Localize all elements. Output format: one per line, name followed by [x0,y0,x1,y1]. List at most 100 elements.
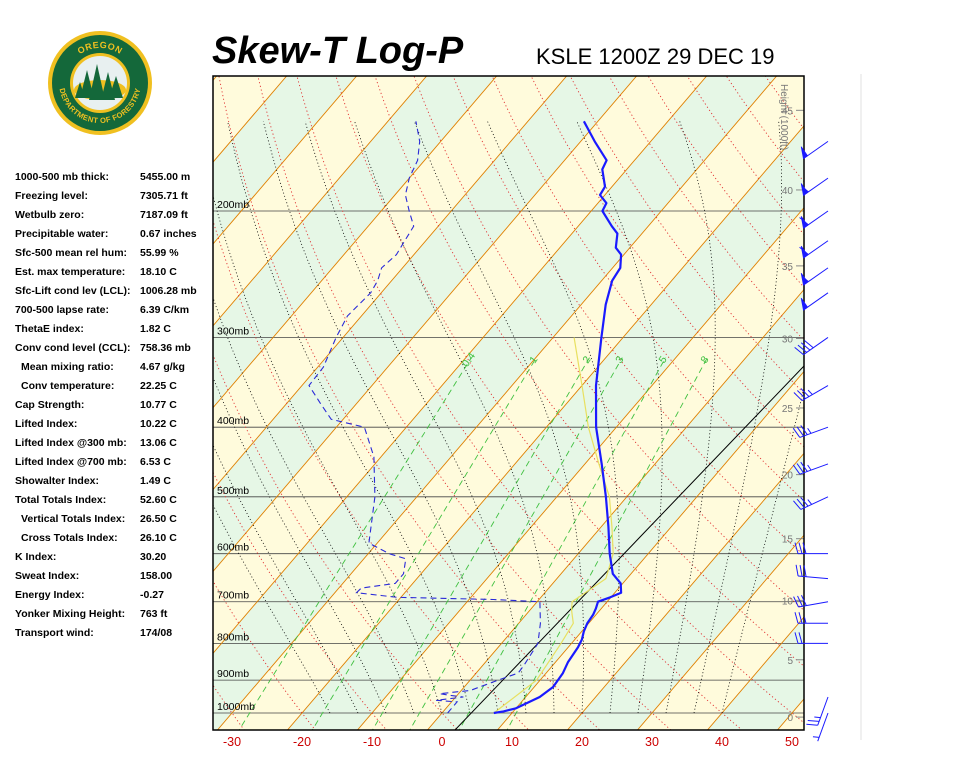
pressure-label: 600mb [217,542,249,554]
sounding-indices-panel: 1000-500 mb thick: 5455.00 m Freezing leve… [15,168,215,643]
station-time-label: KSLE 1200Z 29 DEC 19 [536,44,775,69]
mixing-ratio-line [372,357,590,730]
wind-barb [800,267,829,286]
stat-row: Energy Index: -0.27 [15,586,215,605]
stat-label: Mean mixing ratio: [21,361,114,373]
wind-barb-half-flag [812,736,820,738]
stat-row: Wetbulb zero: 7187.09 ft [15,206,215,225]
mixing-ratio-label: 2 [580,354,593,366]
stat-value: 26.10 C [140,532,177,544]
wind-barb-flag [797,390,806,399]
stat-label: Conv cond level (CCL): [15,342,131,354]
dry-adiabat [374,76,804,667]
stat-label: 700-500 lapse rate: [15,304,109,316]
stat-label: Cross Totals Index: [21,532,118,544]
wind-barb [793,385,829,401]
stat-row: Showalter Index: 1.49 C [15,472,215,491]
stat-label: ThetaE index: [15,323,84,335]
height-tick-label: 40 [782,186,794,197]
stat-label: Sfc-500 mean rel hum: [15,247,128,259]
wind-barb-flag [800,388,810,397]
isotherm-line [426,288,804,730]
height-tick-label: 5 [787,656,793,667]
dry-adiabat [452,76,804,556]
stat-row: Lifted Index @300 mb: 13.06 C [15,434,215,453]
wind-barb-flag [797,595,803,607]
plot-area: 0.4 1 2 3 5 8200mb300mb400mb500mb600mb700mb80… [213,0,960,743]
wind-barb-flag [793,392,803,401]
pressure-label: 200mb [217,199,249,211]
wind-barb-flag [794,542,799,554]
pressure-label: 400mb [217,415,249,427]
wind-barb [800,140,829,160]
height-tick-label: 30 [782,334,794,345]
stat-label: Cap Strength: [15,399,85,411]
stat-value: 1.82 C [140,323,171,335]
moist-adiabat [213,296,415,714]
stat-row: Lifted Index: 10.22 C [15,415,215,434]
mixing-ratio-label: 3 [613,354,626,366]
moist-adiabat [262,121,499,714]
moist-adiabat [354,121,555,713]
stat-label: Lifted Index @700 mb: [15,456,127,468]
dry-adiabat [647,76,804,288]
height-tick-label: 25 [782,404,794,415]
stat-label: Sfc-Lift cond lev (LCL): [15,285,131,297]
stat-row: Transport wind: 174/08 [15,624,215,643]
wind-barb-staff [803,337,829,356]
isotherm-line [213,76,498,409]
x-tick-label: 30 [645,735,659,749]
wind-barb-flag [798,612,803,624]
wind-barb [794,632,828,644]
moist-adiabat [414,121,584,714]
dry-adiabat [213,219,530,730]
isotherm-line [837,0,960,743]
stat-label: Transport wind: [15,627,94,639]
wind-barb-flag [793,596,799,608]
wind-barb-staff [801,385,829,401]
wind-barb-flag [794,347,804,356]
moist-adiabat [304,121,527,714]
wind-barb [799,210,829,229]
isotherm-line [213,76,638,573]
height-tick-label: 45 [782,106,794,117]
wind-barb-half-flag [803,277,809,283]
stat-label: Precipitable water: [15,228,109,240]
wind-barb-pennant [800,146,809,160]
wind-barb-staff [817,712,829,742]
moist-adiabat [213,503,331,714]
isotherm-line [213,76,568,491]
wind-barb-flag [796,498,805,509]
wind-barb [794,337,829,356]
height-tick-label: 35 [782,262,794,273]
stat-value: 6.39 C/km [140,304,190,316]
stat-row: K Index: 30.20 [15,548,215,567]
dry-adiabat [213,471,387,730]
stat-value: 10.22 C [140,418,177,430]
wind-barb-half-flag [807,427,812,434]
stat-row: Cap Strength: 10.77 C [15,396,215,415]
height-tick-label: 0 [787,713,793,724]
stat-value: 5455.00 m [140,171,191,183]
moist-adiabat [693,121,782,714]
stat-value: 13.06 C [140,437,177,449]
wind-barb-half-flag [807,464,812,471]
svg-text:OREGON: OREGON [76,40,124,56]
reference-line [454,365,804,730]
stat-row: ThetaE index: 1.82 C [15,320,215,339]
stat-value: 10.77 C [140,399,177,411]
mixing-ratio-label: 1 [527,354,540,366]
parcel-trace [493,337,614,714]
wind-barb-half-flag [807,499,813,505]
stat-label: Freezing level: [15,190,88,202]
mixing-ratio-line [458,357,666,730]
wind-barb-flag [802,542,807,554]
stat-value: 30.20 [140,551,167,563]
temperature-trace [493,120,623,715]
mixing-ratio-line [506,357,708,730]
dry-adiabat [218,76,601,730]
wind-barb-flag [797,344,808,353]
stat-label: Yonker Mixing Height: [15,608,126,620]
wind-barb [800,292,829,311]
